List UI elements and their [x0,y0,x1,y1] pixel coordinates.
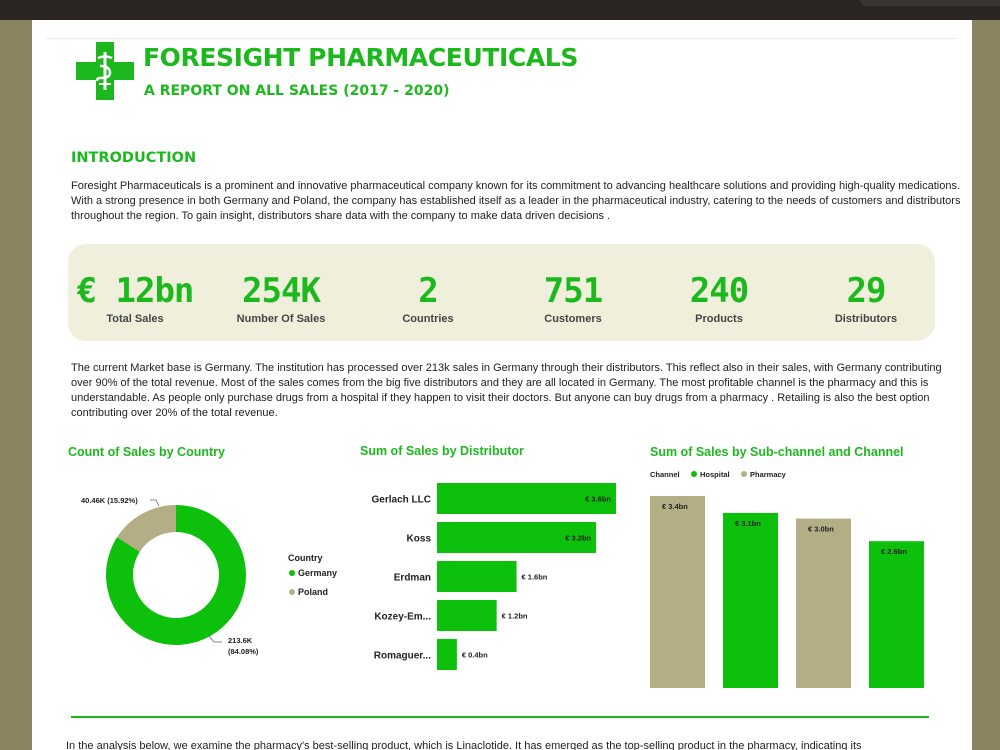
distributor-value-label: € 1.2bn [502,612,528,621]
analysis-paragraph-cut: In the analysis below, we examine the ph… [66,740,862,750]
distributor-value-label: € 0.4bn [462,651,488,660]
kpi-value: 254K [242,271,321,311]
channel-bar [796,518,851,688]
intro-paragraph: Foresight Pharmaceuticals is a prominent… [71,180,961,222]
window-top-bar [0,0,1000,20]
kpi-value: 2 [418,271,438,311]
pie-label-germany: 213.6K [228,636,253,645]
distributor-bar [437,639,457,670]
pie-leader-poland [150,499,160,507]
kpi-value: 751 [543,271,603,311]
kpi-label: Customers [544,313,602,325]
channel-bar [723,512,778,688]
legend-label-germany: Germany [298,568,337,578]
top-divider [46,38,956,39]
channel-value-label: € 2.6bn [881,547,907,556]
bottom-divider [71,716,929,718]
pie-leader-germany [207,634,222,643]
distributor-value-label: € 3.2bn [565,534,591,543]
legend-label-hospital: Hospital [700,470,730,479]
intro-heading: INTRODUCTION [71,150,197,166]
channel-value-label: € 3.0bn [808,525,834,534]
channel-bar [869,541,924,688]
distributor-value-label: € 1.6bn [522,573,548,582]
channel-legend-title: Channel [650,470,680,479]
distributor-label: Koss [407,534,432,545]
distributor-label: Romaguer... [374,651,431,662]
chart-title-channel: Sum of Sales by Sub-channel and Channel [650,445,904,459]
channel-value-label: € 3.4bn [662,502,688,511]
kpi-label: Products [695,313,743,325]
channel-value-label: € 3.1bn [735,519,761,528]
legend-dot-hospital [691,471,697,477]
pie-slice-germany [106,505,246,645]
legend-dot-pharmacy [741,471,747,477]
report-subtitle: A REPORT ON ALL SALES (2017 - 2020) [144,83,450,99]
kpi-label: Countries [402,313,454,325]
pie-label-poland: 40.46K (15.92%) [81,496,138,505]
legend-label-pharmacy: Pharmacy [750,470,787,479]
distributor-bar [437,561,517,592]
report-page: FORESIGHT PHARMACEUTICALS A REPORT ON AL… [32,20,972,750]
distributor-value-label: € 3.6bn [585,495,611,504]
window-notch [860,0,1000,6]
kpi-label: Number Of Sales [236,313,326,325]
pharmacy-cross-icon [76,42,134,100]
kpi-band: € 12bn Total Sales 254K Number Of Sales … [68,244,935,341]
kpi-value: 240 [689,271,749,311]
legend-label-poland: Poland [298,587,328,597]
distributor-bar [437,600,497,631]
distributor-label: Gerlach LLC [372,495,431,506]
pie-legend-title: Country [288,553,323,563]
pie-slice-poland [117,505,176,552]
kpi-label: Total Sales [106,313,164,325]
channel-bar [650,496,705,688]
charts-canvas: 40.46K (15.92%) 213.6K (84.08%) Country Germ… [81,470,924,688]
kpi-label: Distributors [834,313,898,325]
distributor-bar [437,522,597,553]
kpi-value: € 12bn [76,271,195,311]
chart-title-country: Count of Sales by Country [68,445,225,459]
market-paragraph: The current Market base is Germany. The … [71,362,942,419]
report-title: FORESIGHT PHARMACEUTICALS [143,43,578,72]
distributor-label: Erdman [394,573,431,584]
distributor-bar [437,483,616,514]
pie-pct-germany: (84.08%) [228,647,259,656]
legend-dot-poland [289,589,295,595]
distributor-label: Kozey-Em... [374,612,431,623]
kpi-value: 29 [846,271,887,311]
legend-dot-germany [289,570,295,576]
chart-title-distributor: Sum of Sales by Distributor [360,444,524,458]
